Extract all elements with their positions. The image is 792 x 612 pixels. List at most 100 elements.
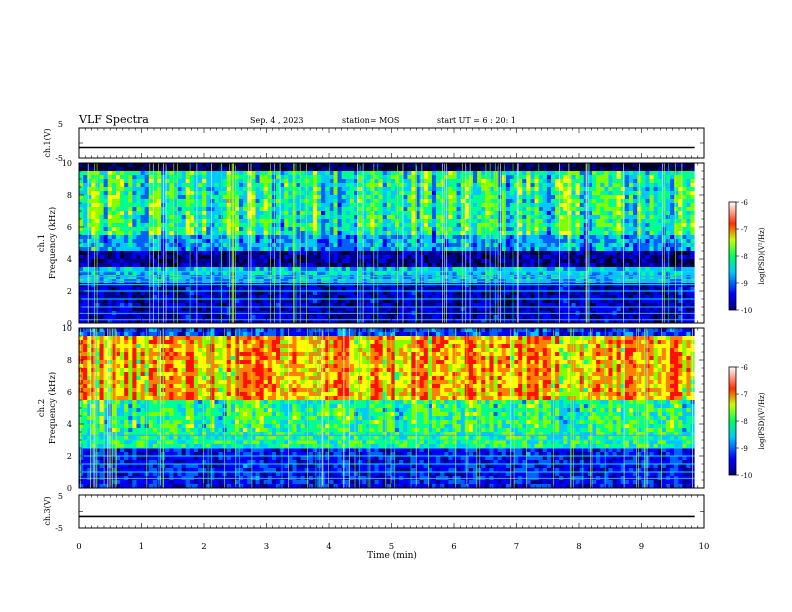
spectrogram-cell	[538, 303, 544, 308]
spectrogram-cell	[530, 167, 535, 172]
spectrogram-cell	[559, 199, 564, 204]
spectrogram-cell	[415, 295, 420, 300]
spectrogram-cell	[173, 199, 178, 204]
spectrogram-cell	[407, 287, 412, 292]
spectrogram-cell	[222, 175, 228, 180]
spectrogram-cell	[292, 303, 297, 308]
spectrogram-cell	[497, 275, 503, 280]
spectrogram-cell	[99, 295, 104, 300]
spectrogram-cell	[173, 191, 178, 196]
spectrogram-cell	[468, 239, 474, 244]
spectrogram-cell	[222, 183, 228, 188]
spectrogram-cell	[276, 315, 281, 320]
spectrogram-cell	[386, 179, 392, 184]
spectrogram-cell	[395, 167, 400, 172]
spectrogram-cell	[321, 267, 326, 272]
spectrogram-cell	[362, 231, 367, 236]
spectrogram-cell	[378, 287, 383, 292]
spectrogram-cell	[177, 215, 182, 220]
spectrogram-cell	[411, 211, 416, 216]
spectrogram-cell	[563, 187, 568, 192]
spectrogram-cell	[382, 255, 388, 260]
spectrogram-cell	[276, 223, 281, 228]
spectrogram-cell	[518, 295, 523, 300]
spectrogram-cell	[300, 259, 306, 264]
spectrogram-cell	[395, 231, 400, 236]
spectrogram-cell	[288, 283, 293, 288]
spectrogram-cell	[87, 263, 92, 268]
spectrogram-cell	[304, 187, 310, 192]
spectrogram-cell	[202, 227, 207, 232]
spectrogram-cell	[399, 223, 404, 228]
spectrogram-cell	[185, 199, 191, 204]
spectrogram-cell	[555, 215, 560, 220]
spectrogram-cell	[140, 259, 145, 264]
spectrogram-cell	[148, 271, 154, 276]
spectrogram-cell	[407, 227, 412, 232]
spectrogram-cell	[509, 231, 515, 236]
spectrogram-cell	[148, 191, 154, 196]
spectrogram-cell	[312, 259, 318, 264]
spectrogram-cell	[485, 183, 490, 188]
spectrogram-cell	[563, 275, 568, 280]
spectrogram-cell	[95, 199, 100, 204]
spectrogram-cell	[120, 163, 125, 168]
spectrogram-cell	[132, 215, 137, 220]
spectrogram-cell	[255, 179, 260, 184]
spectrogram-cell	[79, 287, 84, 292]
spectrogram-cell	[567, 187, 572, 192]
spectrogram-cell	[177, 243, 182, 248]
spectrogram-cell	[497, 243, 503, 248]
spectrogram-cell	[509, 207, 515, 212]
spectrogram-cell	[563, 211, 568, 216]
spectrogram-cell	[477, 167, 482, 172]
spectrogram-cell	[448, 307, 453, 312]
spectrogram-cell	[468, 291, 474, 296]
spectrogram-cell	[448, 183, 453, 188]
spectrogram-cell	[198, 299, 203, 304]
spectrogram-cell	[292, 187, 297, 192]
spectrogram-cell	[349, 251, 355, 256]
spectrogram-cell	[407, 299, 412, 304]
spectrogram-cell	[91, 191, 96, 196]
spectrogram-cell	[518, 191, 523, 196]
spectrogram-cell	[132, 211, 137, 216]
spectrogram-cell	[448, 259, 453, 264]
spectrogram-cell	[234, 299, 240, 304]
spectrogram-cell	[239, 287, 244, 292]
spectrogram-cell	[337, 187, 342, 192]
spectrogram-cell	[263, 187, 269, 192]
spectrogram-cell	[497, 203, 503, 208]
spectrogram-cell	[427, 287, 433, 292]
spectrogram-cell	[386, 203, 392, 208]
spectrogram-cell	[390, 243, 396, 248]
spectrogram-cell	[325, 315, 330, 320]
spectrogram-cell	[79, 211, 84, 216]
spectrogram-cell	[140, 183, 145, 188]
spectrogram-cell	[177, 203, 182, 208]
spectrogram-cell	[468, 219, 474, 224]
spectrogram-cell	[259, 307, 264, 312]
spectrogram-cell	[362, 227, 367, 232]
spectrogram-cell	[276, 179, 281, 184]
spectrogram-cell	[427, 259, 433, 264]
spectrogram-cell	[374, 223, 379, 228]
spectrogram-cell	[128, 223, 133, 228]
spectrogram-cell	[280, 287, 285, 292]
spectrogram-cell	[514, 247, 519, 252]
spectrogram-cell	[321, 251, 326, 256]
spectrogram-cell	[456, 243, 461, 248]
spectrogram-cell	[107, 207, 113, 212]
spectrogram-cell	[185, 179, 191, 184]
spectrogram-cell	[189, 291, 195, 296]
spectrogram-cell	[136, 299, 141, 304]
spectrogram-cell	[198, 195, 203, 200]
spectrogram-cell	[276, 191, 281, 196]
spectrogram-cell	[509, 259, 515, 264]
spectrogram-cell	[280, 179, 285, 184]
spectrogram-cell	[349, 179, 355, 184]
spectrogram-cell	[198, 319, 203, 324]
spectrogram-cell	[255, 243, 260, 248]
spectrogram-cell	[300, 203, 306, 208]
spectrogram-cell	[128, 211, 133, 216]
